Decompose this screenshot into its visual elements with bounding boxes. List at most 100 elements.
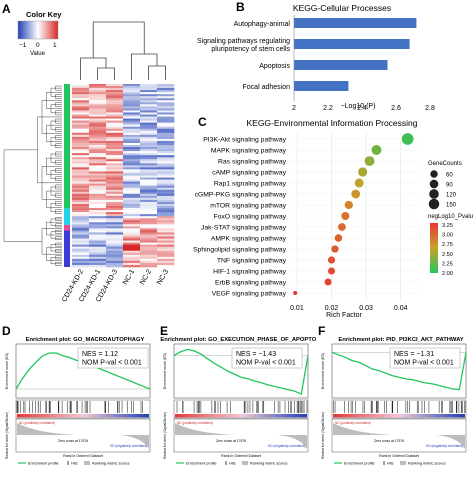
heatmap-cell — [157, 153, 175, 156]
heatmap-cell — [72, 116, 90, 119]
heatmap-cell — [123, 136, 141, 140]
heatmap-cell — [89, 240, 107, 243]
heatmap-cell — [123, 155, 141, 158]
heatmap-cell — [106, 197, 124, 201]
heatmap-cell — [89, 250, 107, 254]
gsea-plot-pi3kci-akt: F Enrichment plot: PID_PI3KCI_AKT_PATHWA… — [318, 324, 467, 466]
heatmap-cell — [123, 197, 141, 201]
heatmap-cell — [140, 169, 158, 172]
dendrogram-branch — [55, 102, 62, 107]
heatmap-cell — [157, 94, 175, 97]
dendrogram-branch — [50, 257, 62, 265]
heatmap-cell — [106, 264, 124, 268]
heatmap-cell — [89, 159, 107, 162]
heatmap-cell — [89, 145, 107, 148]
bar-chart-xlabel: −Log10 (P) — [341, 103, 376, 110]
heatmap-cell — [72, 167, 90, 170]
heatmap-cell — [140, 92, 158, 95]
heatmap-cell — [140, 112, 158, 115]
heatmap-cell — [106, 132, 124, 136]
panel-b: B KEGG-Cellular Processes Autophagy-anim… — [192, 0, 474, 112]
bar-chart-title: KEGG-Cellular Processes — [293, 3, 391, 13]
heatmap-cell — [157, 151, 175, 154]
heatmap-cell — [89, 165, 107, 168]
heatmap-cell — [140, 173, 158, 176]
heatmap-cell — [72, 145, 90, 148]
heatmap-cell — [123, 179, 141, 182]
heatmap-cell — [140, 191, 158, 195]
heatmap-cell — [72, 248, 90, 252]
dendrogram-branch — [50, 137, 62, 147]
heatmap-cell — [157, 140, 175, 144]
dendrogram-branch — [50, 153, 62, 163]
heatmap-cell — [72, 88, 90, 91]
dendrogram-branch — [55, 217, 62, 221]
heatmap-cell — [140, 201, 158, 205]
dendrogram-branch — [80, 57, 107, 80]
heatmap-cell — [123, 214, 141, 217]
heatmap-cell — [72, 183, 90, 186]
data-point — [334, 234, 343, 242]
heatmap-cell — [140, 246, 158, 249]
legend-size-dot — [429, 179, 439, 189]
heatmap-cell — [72, 195, 90, 199]
enrichment-profile-line — [331, 351, 467, 391]
category-label: ErbB signaling pathway — [215, 280, 287, 287]
heatmap-cell — [106, 94, 124, 97]
heatmap-cell — [157, 104, 175, 107]
heatmap-cell — [106, 118, 124, 121]
heatmap-cell — [106, 193, 124, 197]
heatmap-cell — [89, 98, 107, 101]
heatmap-cell — [140, 258, 158, 262]
heatmap-cell — [106, 120, 124, 123]
heatmap-cell — [123, 149, 141, 152]
heatmap-cell — [123, 104, 141, 107]
heatmap-cell — [157, 130, 175, 134]
heatmap-cell — [89, 126, 107, 130]
heatmap-cell — [106, 128, 124, 132]
panel-d: D Enrichment plot: GO_MACROAUTOPHAGY NES … — [0, 322, 158, 474]
heatmap-cell — [140, 248, 158, 252]
heatmap-cell — [89, 175, 107, 178]
heatmap-cell — [140, 165, 158, 168]
heatmap-cell — [123, 189, 141, 193]
heatmap-cell — [72, 212, 90, 215]
heatmap-cell — [106, 88, 124, 91]
legend-size-label: 90 — [446, 183, 453, 189]
heatmap-cell — [140, 100, 158, 103]
dendrogram-branch — [55, 159, 62, 165]
heatmap-cell — [72, 175, 90, 178]
heatmap-cell — [157, 157, 175, 160]
heatmap-cell — [140, 240, 158, 243]
dendrogram-branch — [50, 170, 62, 179]
heatmap-cell — [89, 140, 107, 144]
heatmap-cell — [157, 136, 175, 140]
heatmap-cell — [106, 203, 124, 207]
legend-label: Hits — [229, 462, 236, 466]
legend-label: Hits — [387, 462, 394, 466]
legend-label: Enrichment profile — [186, 462, 217, 466]
heatmap-cell — [123, 234, 141, 237]
heatmap-cell — [123, 116, 141, 119]
heatmap-cell — [106, 262, 124, 266]
heatmap-cell — [72, 86, 90, 89]
heatmap-cell — [89, 234, 107, 237]
heatmap-cell — [140, 199, 158, 203]
heatmap-cell — [89, 161, 107, 164]
heatmap-cell — [140, 130, 158, 134]
heatmap-cell — [72, 185, 90, 188]
dendrogram-branch — [55, 168, 62, 173]
heatmap-cell — [72, 252, 90, 256]
es-ylabel: Enrichment score (ES) — [163, 353, 167, 389]
heatmap-cell — [106, 201, 124, 205]
heatmap-cell — [89, 104, 107, 107]
heatmap-cell — [89, 181, 107, 184]
dendrogram-branch — [46, 91, 62, 109]
heatmap-cell — [157, 145, 175, 148]
heatmap-cell — [89, 106, 107, 109]
heatmap-cell — [106, 177, 124, 180]
heatmap-cell — [157, 212, 175, 215]
heatmap-cell — [72, 238, 90, 241]
heatmap-cell — [123, 88, 141, 91]
dendrogram-branch — [50, 87, 62, 97]
